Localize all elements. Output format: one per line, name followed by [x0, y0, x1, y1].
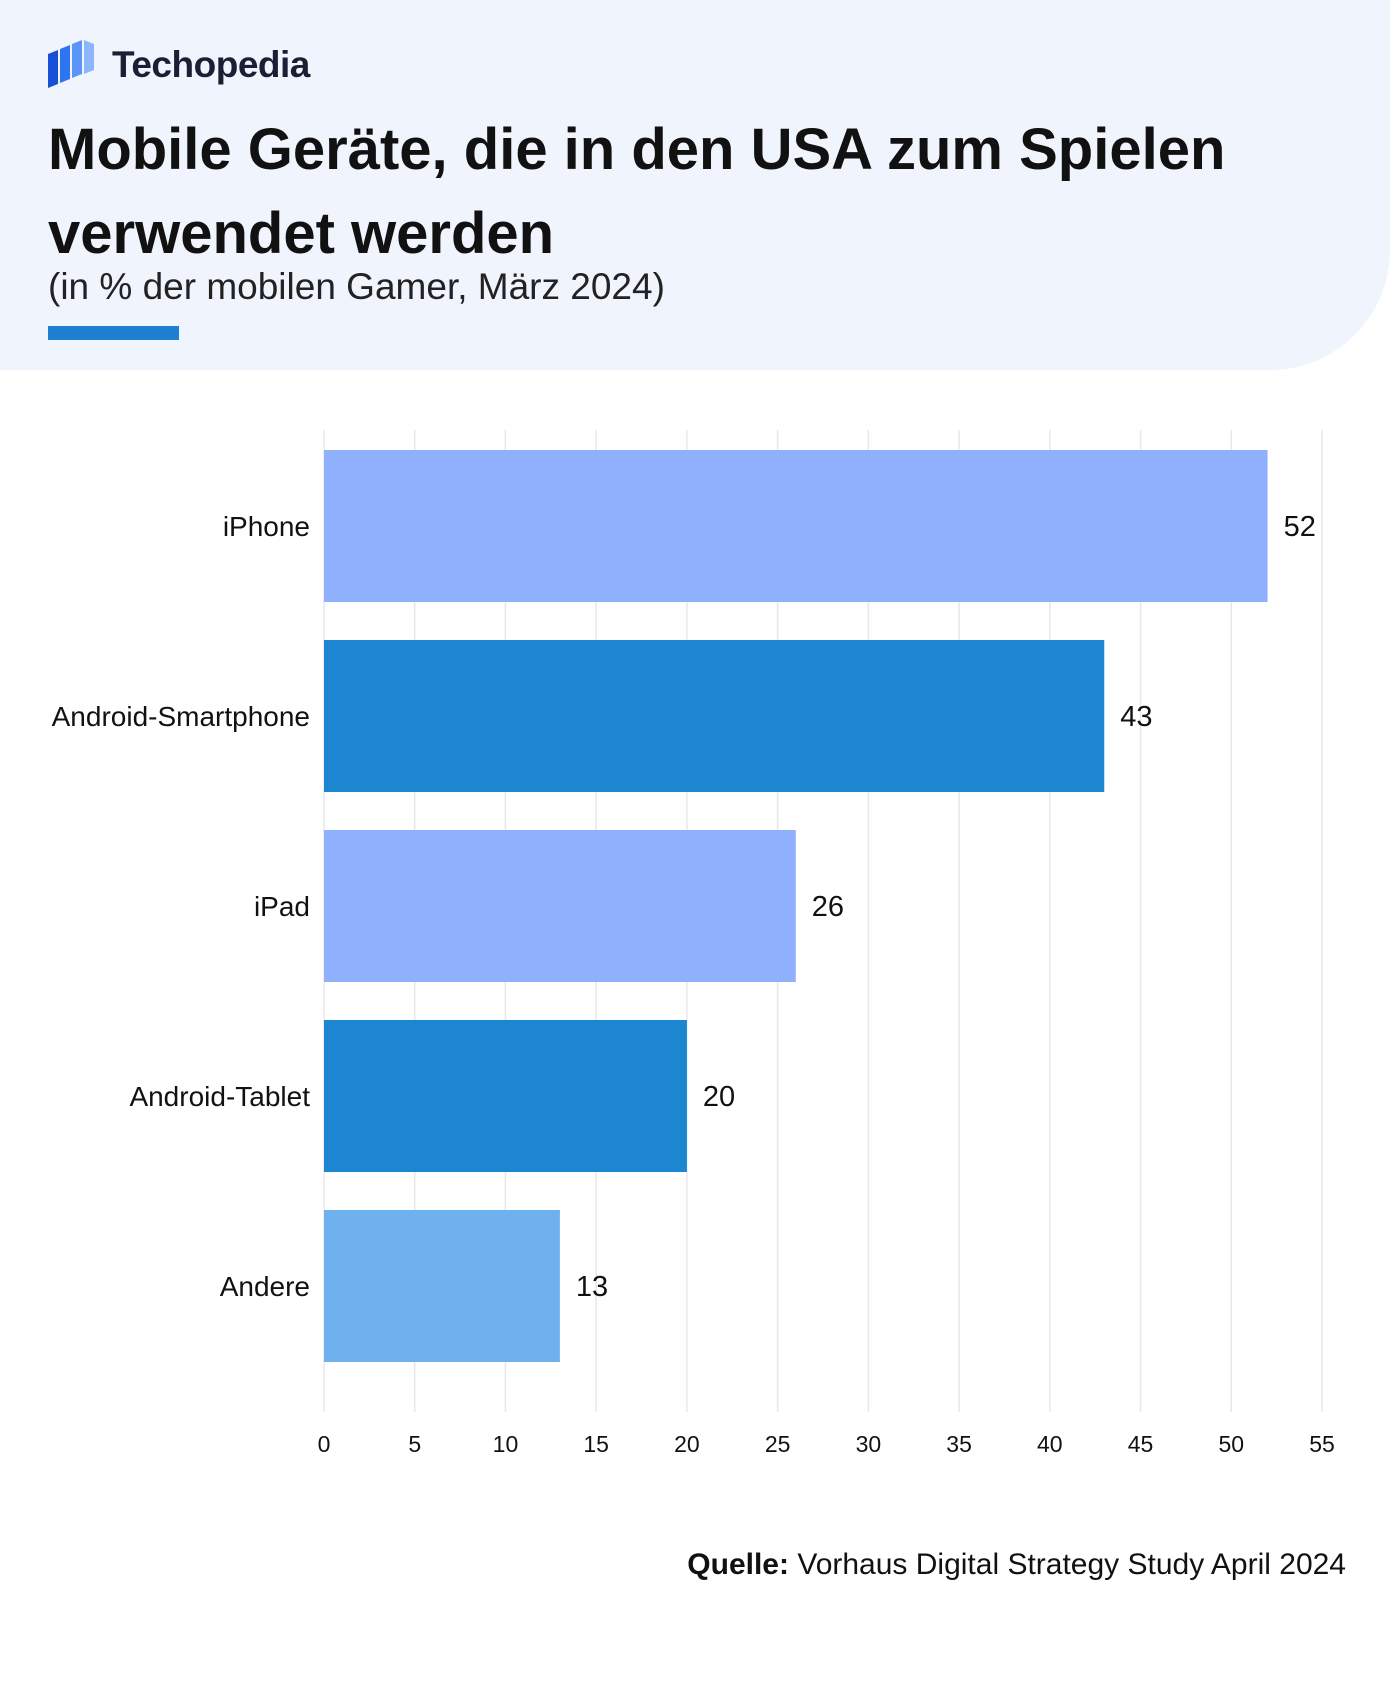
x-tick-label: 30: [856, 1431, 882, 1457]
value-labels: 52 43 26 20 13: [576, 511, 1316, 1303]
page-title: Mobile Geräte, die in den USA zum Spiele…: [48, 117, 1226, 266]
bars: [324, 450, 1268, 1362]
x-tick-label: 40: [1037, 1431, 1063, 1457]
source-text: Vorhaus Digital Strategy Study April 202…: [789, 1548, 1346, 1581]
bar-chart: iPhone Android-Smartphone iPad Android-Tabl…: [52, 430, 1335, 1457]
category-label: Android-Smartphone: [52, 701, 310, 732]
accent-bar: [48, 326, 179, 340]
value-label: 20: [703, 1081, 735, 1113]
x-tick-label: 20: [674, 1431, 700, 1457]
brand-name: Techopedia: [112, 44, 310, 85]
category-label: iPad: [254, 891, 310, 922]
value-label: 43: [1120, 701, 1152, 733]
category-labels: iPhone Android-Smartphone iPad Android-Tabl…: [52, 511, 311, 1302]
techopedia-logo-icon: [48, 40, 94, 88]
x-tick-label: 5: [408, 1431, 421, 1457]
bar-iphone: [324, 450, 1268, 602]
source-label: Quelle:: [687, 1548, 789, 1581]
x-tick-label: 15: [583, 1431, 609, 1457]
bar-android-smartphone: [324, 640, 1105, 792]
value-label: 52: [1284, 511, 1316, 543]
x-tick-label: 35: [946, 1431, 972, 1457]
category-label: Android-Tablet: [129, 1081, 310, 1112]
bar-ipad: [324, 830, 796, 982]
category-label: iPhone: [223, 511, 310, 542]
bar-andere: [324, 1210, 560, 1362]
brand: Techopedia: [48, 40, 310, 90]
value-label: 26: [812, 891, 844, 923]
x-tick-label: 50: [1218, 1431, 1244, 1457]
x-tick-label: 55: [1309, 1431, 1335, 1457]
x-tick-label: 25: [765, 1431, 791, 1457]
category-label: Andere: [220, 1271, 310, 1302]
page-subtitle: (in % der mobilen Gamer, März 2024): [48, 266, 665, 307]
x-tick-label: 0: [318, 1431, 331, 1457]
header-panel: Techopedia Mobile Geräte, die in den USA…: [0, 0, 1390, 370]
x-tick-label: 45: [1128, 1431, 1154, 1457]
x-axis-ticks: 0 5 10 15 20 25 30 35 40 45 50 55: [318, 1431, 1335, 1457]
bar-android-tablet: [324, 1020, 687, 1172]
value-label: 13: [576, 1271, 608, 1303]
source-note: Quelle: Vorhaus Digital Strategy Study A…: [687, 1548, 1346, 1582]
x-tick-label: 10: [493, 1431, 519, 1457]
